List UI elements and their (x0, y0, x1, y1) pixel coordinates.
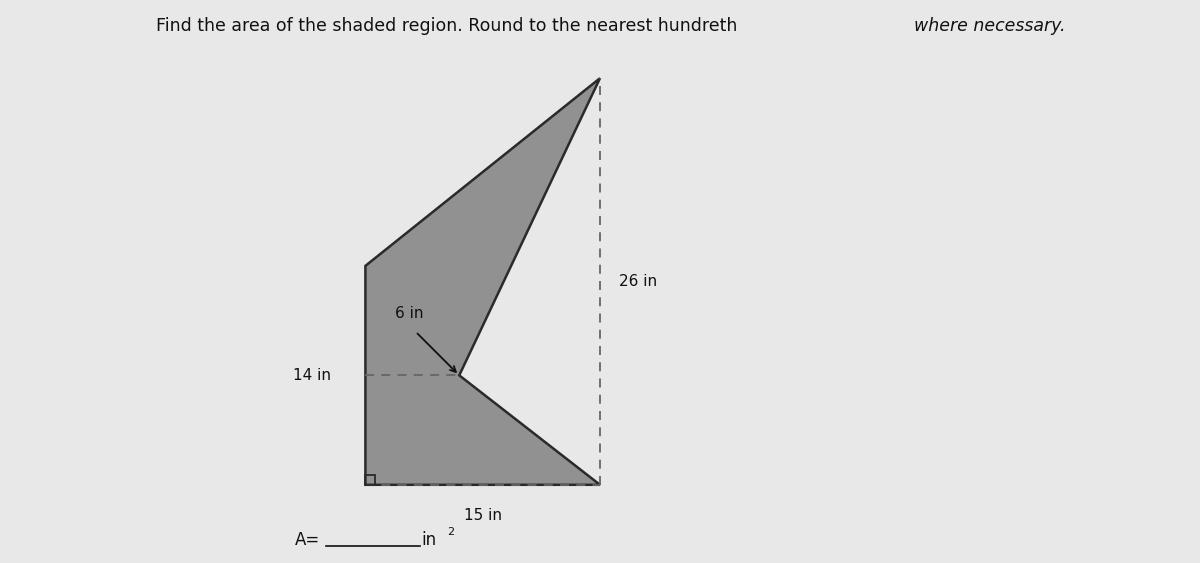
Text: A=: A= (295, 530, 320, 548)
Text: in: in (421, 530, 437, 548)
Polygon shape (366, 78, 600, 485)
Text: Find the area of the shaded region. Round to the nearest hundreth: Find the area of the shaded region. Roun… (156, 17, 743, 35)
Text: 15 in: 15 in (463, 508, 502, 523)
Text: 6 in: 6 in (395, 306, 424, 320)
Text: 14 in: 14 in (293, 368, 331, 383)
Text: where necessary.: where necessary. (914, 17, 1066, 35)
Text: 2: 2 (446, 527, 454, 537)
Text: 26 in: 26 in (619, 274, 656, 289)
